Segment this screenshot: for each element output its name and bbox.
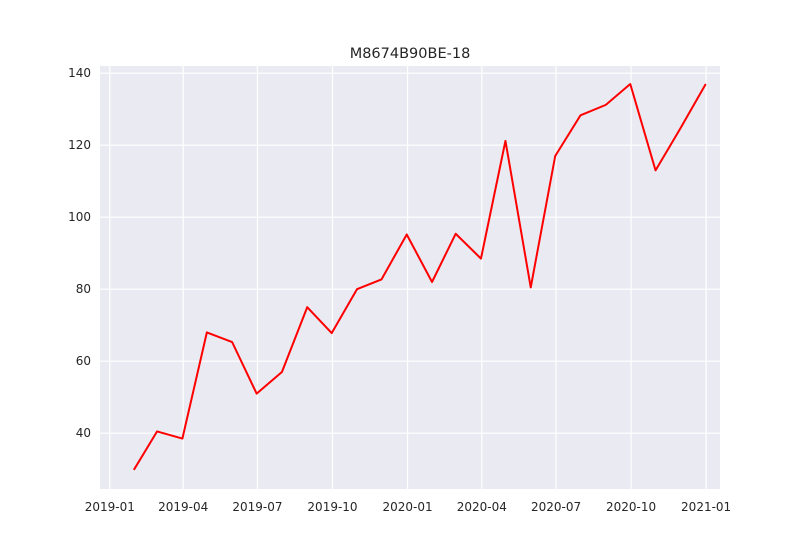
y-grid-lines	[100, 72, 720, 434]
y-tick-label: 60	[76, 354, 91, 368]
series-layer	[133, 83, 707, 471]
chart-title: M8674B90BE-18	[350, 46, 471, 62]
x-grid-lines	[109, 66, 707, 489]
x-tick-label: 2020-10	[606, 500, 656, 514]
y-tick-label: 140	[68, 66, 91, 80]
x-tick-label: 2019-04	[158, 500, 208, 514]
x-tick-label: 2019-10	[307, 500, 357, 514]
x-tick-label: 2019-07	[232, 500, 282, 514]
x-tick-label: 2020-01	[382, 500, 432, 514]
plot-area	[100, 66, 720, 489]
x-tick-label: 2021-01	[681, 500, 731, 514]
y-tick-label: 80	[76, 282, 91, 296]
series-line	[133, 83, 707, 471]
y-tick-label: 40	[76, 426, 91, 440]
x-tick-label: 2019-01	[85, 500, 135, 514]
y-tick-label: 100	[68, 210, 91, 224]
y-tick-labels: 40 60 80 100 120 140	[68, 66, 91, 440]
x-tick-labels: 2019-01 2019-04 2019-07 2019-10 2020-01 2020-…	[85, 500, 731, 514]
y-tick-label: 120	[68, 138, 91, 152]
x-tick-label: 2020-04	[457, 500, 507, 514]
x-tick-label: 2020-07	[531, 500, 581, 514]
